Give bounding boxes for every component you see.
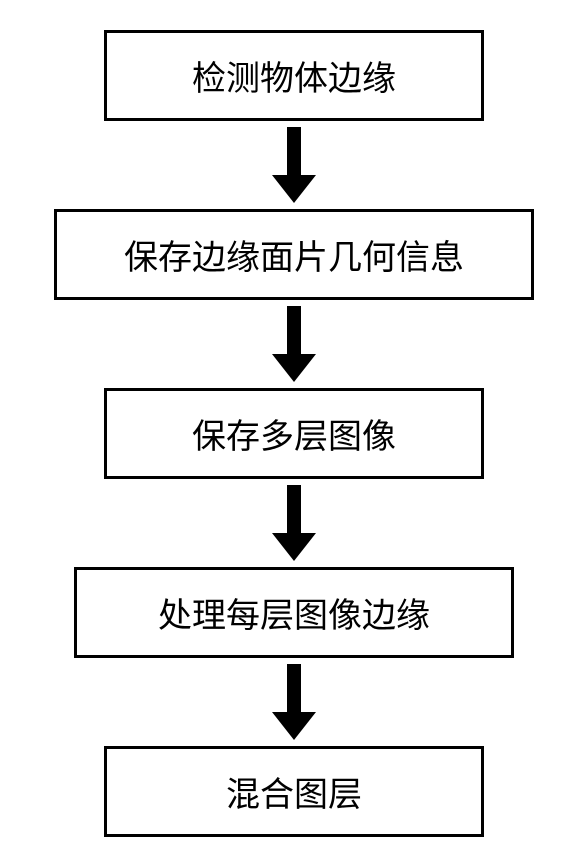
arrow-line	[287, 485, 301, 535]
flowchart-node-2-label: 保存边缘面片几何信息	[124, 230, 464, 279]
flowchart-arrow-3	[272, 485, 316, 561]
flowchart-node-1-label: 检测物体边缘	[192, 51, 396, 100]
arrow-line	[287, 664, 301, 714]
arrow-line	[287, 306, 301, 356]
flowchart-node-2: 保存边缘面片几何信息	[54, 209, 534, 300]
flowchart-arrow-4	[272, 664, 316, 740]
flowchart-node-4-label: 处理每层图像边缘	[158, 588, 430, 637]
flowchart-arrow-1	[272, 127, 316, 203]
arrow-head-icon	[272, 175, 316, 203]
flowchart-node-5: 混合图层	[104, 746, 484, 837]
arrow-head-icon	[272, 354, 316, 382]
flowchart-arrow-2	[272, 306, 316, 382]
flowchart-node-1: 检测物体边缘	[104, 30, 484, 121]
flowchart-node-4: 处理每层图像边缘	[74, 567, 514, 658]
flowchart-node-5-label: 混合图层	[226, 767, 362, 816]
flowchart-node-3: 保存多层图像	[104, 388, 484, 479]
flowchart-node-3-label: 保存多层图像	[192, 409, 396, 458]
arrow-head-icon	[272, 533, 316, 561]
arrow-line	[287, 127, 301, 177]
arrow-head-icon	[272, 712, 316, 740]
